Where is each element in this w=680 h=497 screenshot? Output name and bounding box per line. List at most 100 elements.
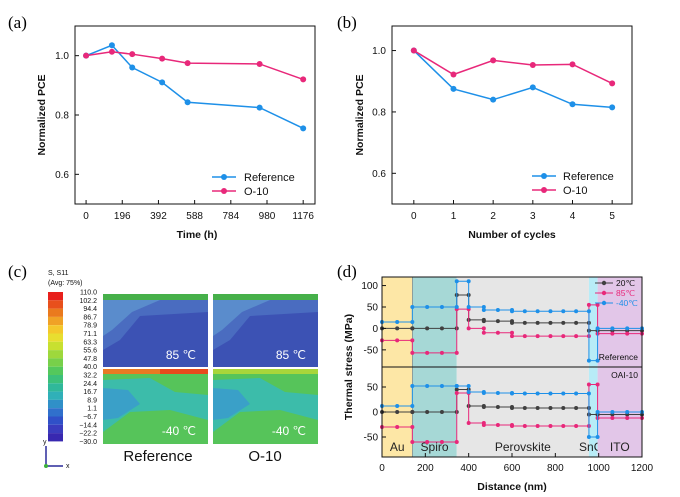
chart-d-point [595,435,600,439]
chart-d-point [481,308,486,312]
chart-d-point [586,358,591,363]
chart-a-point [129,51,136,58]
chart-d-point [522,424,527,428]
chart-d-point [510,334,514,339]
chart-d-point [510,309,514,314]
chart-d-point [625,331,630,336]
chart-d-point [495,405,500,409]
chart-d-point [610,416,615,420]
chart-a-point [300,76,307,83]
chart-d-xtick-label: 0 [379,463,385,474]
c-colorbar-swatch [48,399,63,409]
c-colorbar-swatch [48,292,63,301]
c-axis-x: x [66,463,70,470]
c-axis-y: y [43,439,47,446]
c-colorbar-swatch [48,300,63,309]
chart-d-point [454,384,459,388]
c-temp-ref-85: 85 ℃ [166,348,196,362]
chart-b-point [529,61,536,68]
chart-d-ytick-label: 0 [372,408,378,419]
chart-d-point [481,405,486,409]
chart-d-series-0-1 [382,304,642,354]
chart-a-legend-marker-reference [221,174,227,180]
chart-b-xlabel: Number of cycles [468,229,556,241]
c-colorbar-label: 16.7 [83,389,97,396]
chart-d-xtick-label: 200 [417,463,434,474]
chart-b-point [490,96,497,103]
chart-a-point [159,79,166,86]
chart-a-point [108,42,115,49]
chart-d-point [481,391,486,395]
chart-a-point [184,99,191,106]
chart-a-xtick-label: 784 [222,211,239,222]
chart-d-point [535,391,540,396]
chart-b-legend-marker-reference [541,173,547,179]
chart-d-point [395,410,400,414]
chart-b-xtick-label: 5 [609,211,615,222]
chart-d-layer-label: ITO [610,440,630,454]
chart-d-point [495,319,500,324]
c-colorbar-swatch [48,408,63,417]
chart-d-point [410,425,415,429]
chart-b-pce-vs-cycles: Number of cycles Normalized PCE 0 1 2 3 4 5 0.… [354,25,633,241]
chart-b-legend-o10: O-10 [563,185,587,197]
chart-d-point [510,424,514,428]
chart-d-point [410,320,415,324]
chart-d-point [439,440,444,444]
chart-d-point [595,358,600,363]
c-colorbar-swatch [48,308,63,317]
chart-b-ytick-label: 0.8 [372,107,386,118]
chart-a-xtick-label: 392 [150,211,167,222]
chart-d-point [561,309,566,314]
chart-b-xtick-label: 3 [530,211,536,222]
chart-b-ytick-label: 1.0 [372,46,386,57]
panel-label-c: (c) [8,262,27,281]
chart-d-point [548,406,553,410]
chart-b-xtick-label: 2 [490,211,496,222]
c-axis-triad: y x [43,439,70,470]
chart-a-point [129,64,136,71]
chart-a-point [256,104,263,111]
chart-d-point [439,384,444,388]
chart-d-legend-20: 20℃ [616,278,635,288]
chart-d-ytick-label: -50 [364,345,379,356]
c-colorbar-label: 86.7 [83,314,97,321]
chart-d-point [510,330,514,335]
chart-d-point [481,319,486,324]
chart-d-point [561,424,566,428]
chart-d-point [425,410,430,414]
chart-d-point [495,308,500,312]
chart-d-xtick-label: 1000 [588,463,611,474]
chart-d-point [535,309,540,314]
c-colorbar-swatch [48,341,63,351]
chart-d-point [535,406,540,410]
c-colorbar-swatch [48,358,63,367]
chart-a-ytick-label: 0.8 [55,111,69,122]
c-colorbar-swatch [48,433,63,442]
chart-d-point [522,406,527,410]
chart-d-point [454,305,459,309]
chart-d-point [466,384,471,388]
chart-d-point [395,425,400,429]
chart-d-point [454,440,459,444]
c-colorbar-label: −22.2 [79,431,97,438]
c-temp-o10-85: 85 ℃ [276,348,306,362]
chart-d-layer-label: Perovskite [495,440,551,454]
chart-d-point [439,326,444,331]
chart-d-point [595,410,600,414]
chart-b-legend: Reference O-10 [532,171,614,197]
chart-a-xtick-label: 0 [83,211,89,222]
chart-d-point [481,330,486,335]
chart-d-point [439,305,444,309]
c-colorbar-swatch [48,424,63,434]
c-colorbar-label: 110.0 [80,290,97,297]
c-colorbar-label: 32.2 [83,373,97,380]
chart-a-xtick-label: 196 [114,211,131,222]
chart-d-point [466,305,471,309]
c-label-reference: Reference [123,448,192,465]
c-temp-o10-m40: -40 ℃ [272,424,306,438]
c-colorbar-swatch [48,383,63,392]
chart-a-legend: Reference O-10 [212,172,295,198]
